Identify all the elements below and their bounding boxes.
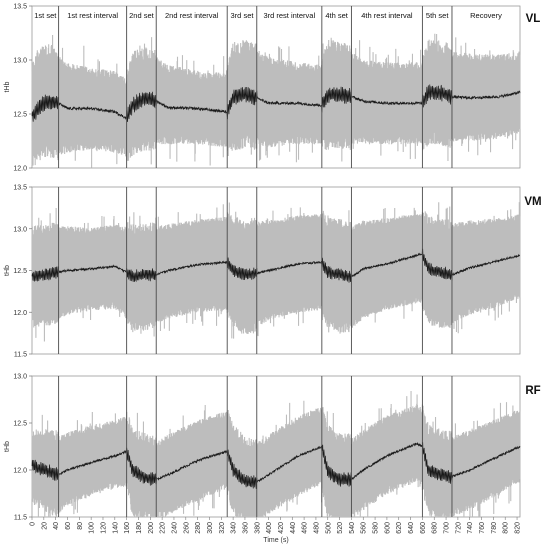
y-tick-label: 13.5 xyxy=(13,185,27,192)
muscle-label: VM xyxy=(524,196,541,208)
x-tick-label: 380 xyxy=(254,522,261,534)
x-tick-label: 760 xyxy=(479,522,486,534)
phase-label: 1st set xyxy=(34,11,57,20)
x-tick-label: 280 xyxy=(195,522,202,534)
y-tick-label: 12.0 xyxy=(13,468,27,475)
x-tick-label: 340 xyxy=(231,522,238,534)
panel-vl: 12.0 12.5 13.0 13.5 tHb VL 1st set 1st rest int… xyxy=(4,4,540,173)
y-axis-label: tHb xyxy=(4,265,11,276)
phase-label: 3rd set xyxy=(231,11,255,20)
y-tick-label: 13.0 xyxy=(13,226,27,233)
x-tick-label: 720 xyxy=(455,522,462,534)
x-tick-label: 240 xyxy=(171,522,178,534)
y-tick-label: 11.5 xyxy=(14,352,27,359)
x-tick-label: 400 xyxy=(266,522,273,534)
x-tick-label: 660 xyxy=(420,522,427,534)
y-tick-label: 12.5 xyxy=(13,421,27,428)
x-tick-label: 540 xyxy=(349,522,356,534)
y-tick-label: 12.0 xyxy=(13,310,27,317)
x-tick-label: 420 xyxy=(278,522,285,534)
x-tick-label: 300 xyxy=(207,522,214,534)
x-tick-label: 360 xyxy=(242,522,249,534)
x-tick-label: 480 xyxy=(313,522,320,534)
x-tick-label: 700 xyxy=(444,522,451,534)
x-tick-label: 140 xyxy=(112,522,119,534)
x-tick-label: 580 xyxy=(373,522,380,534)
x-tick-label: 0 xyxy=(30,522,37,526)
x-tick-label: 600 xyxy=(384,522,391,534)
x-tick-label: 460 xyxy=(302,522,309,534)
x-tick-label: 440 xyxy=(290,522,297,534)
x-tick-label: 560 xyxy=(361,522,368,534)
x-tick-label: 260 xyxy=(183,522,190,534)
y-tick-label: 13.0 xyxy=(13,58,27,65)
x-tick-label: 100 xyxy=(89,522,96,534)
x-tick-label: 820 xyxy=(515,522,522,534)
y-tick-label: 12.0 xyxy=(13,166,27,173)
phase-label: 5th set xyxy=(426,11,449,20)
x-tick-label: 640 xyxy=(408,522,415,534)
x-tick-label: 520 xyxy=(337,522,344,534)
x-tick-label: 220 xyxy=(160,522,167,534)
y-axis-label: tHb xyxy=(4,441,11,452)
x-tick-label: 60 xyxy=(65,522,72,530)
x-tick-label: 200 xyxy=(148,522,155,534)
phase-label: 4th rest interval xyxy=(361,11,413,20)
x-tick-label: 120 xyxy=(100,522,107,534)
x-tick-label: 680 xyxy=(432,522,439,534)
y-tick-label: 13.0 xyxy=(13,374,27,381)
y-tick-label: 13.5 xyxy=(13,4,27,11)
phase-label: 3rd rest interval xyxy=(263,11,315,20)
mean-line xyxy=(31,84,521,122)
x-tick-label: 740 xyxy=(467,522,474,534)
phase-label: 1st rest interval xyxy=(67,11,118,20)
x-tick-label: 40 xyxy=(53,522,60,530)
mean-line xyxy=(31,441,521,489)
x-tick-label: 800 xyxy=(503,522,510,534)
y-tick-label: 11.5 xyxy=(14,515,27,522)
y-tick-label: 12.5 xyxy=(13,112,27,119)
phase-label: 4th set xyxy=(325,11,348,20)
x-tick-label: 620 xyxy=(396,522,403,534)
phase-label: 2nd set xyxy=(129,11,155,20)
y-tick-label: 12.5 xyxy=(13,268,27,275)
phase-label: 2nd rest interval xyxy=(165,11,219,20)
x-tick-label: 780 xyxy=(491,522,498,534)
x-tick-label: 320 xyxy=(219,522,226,534)
x-axis-title: Time (s) xyxy=(263,537,288,544)
x-tick-label: 500 xyxy=(325,522,332,534)
panel-vm: 11.5 12.0 12.5 13.0 13.5 tHb VM xyxy=(4,185,542,359)
phase-label: Recovery xyxy=(470,11,502,20)
muscle-label: RF xyxy=(525,385,540,397)
x-tick-label: 160 xyxy=(124,522,131,534)
muscle-label: VL xyxy=(526,13,541,25)
panel-rf: 11.5 12.0 12.5 13.0 tHb RF 0 20 40 60 80 100 120 140 1… xyxy=(4,374,541,545)
y-axis-label: tHb xyxy=(4,81,11,92)
mean-line xyxy=(31,248,521,283)
x-tick-label: 20 xyxy=(41,522,48,530)
x-tick-label: 180 xyxy=(136,522,143,534)
x-tick-label: 80 xyxy=(77,522,84,530)
